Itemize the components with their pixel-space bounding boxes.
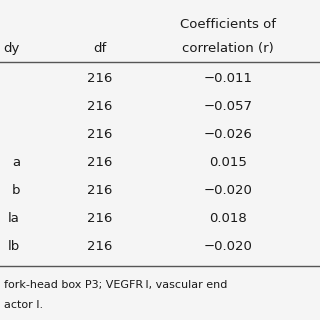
Text: 216: 216 [87, 100, 113, 113]
Text: correlation (r): correlation (r) [182, 42, 274, 55]
Text: −0.020: −0.020 [204, 240, 252, 253]
Text: 216: 216 [87, 72, 113, 85]
Text: fork-head box P3; VEGFR I, vascular end: fork-head box P3; VEGFR I, vascular end [4, 280, 228, 290]
Text: 216: 216 [87, 184, 113, 197]
Text: 216: 216 [87, 156, 113, 169]
Text: lb: lb [8, 240, 20, 253]
Text: 0.018: 0.018 [209, 212, 247, 225]
Text: b: b [12, 184, 20, 197]
Text: −0.011: −0.011 [204, 72, 252, 85]
Text: df: df [93, 42, 107, 55]
Text: la: la [8, 212, 20, 225]
Text: −0.026: −0.026 [204, 128, 252, 141]
Text: −0.020: −0.020 [204, 184, 252, 197]
Text: 216: 216 [87, 128, 113, 141]
Text: 216: 216 [87, 212, 113, 225]
Text: Coefficients of: Coefficients of [180, 18, 276, 31]
Text: −0.057: −0.057 [204, 100, 252, 113]
Text: dy: dy [4, 42, 20, 55]
Text: actor I.: actor I. [4, 300, 43, 310]
Text: 216: 216 [87, 240, 113, 253]
Text: 0.015: 0.015 [209, 156, 247, 169]
Text: a: a [12, 156, 20, 169]
